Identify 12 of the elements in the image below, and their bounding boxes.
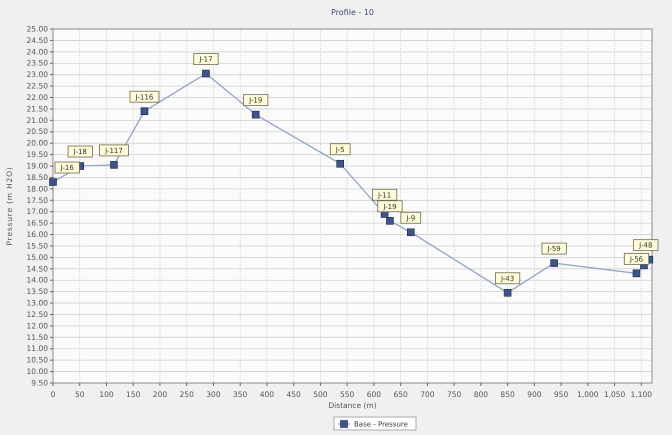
point [110,161,118,169]
point [140,107,148,116]
point [336,160,344,168]
point [49,178,57,186]
point [632,270,640,278]
chart-title: Profile - 10 [330,8,374,17]
point [252,110,260,118]
point [386,217,394,225]
point [202,70,210,78]
point [504,288,512,297]
point [406,228,415,236]
point [550,259,558,267]
